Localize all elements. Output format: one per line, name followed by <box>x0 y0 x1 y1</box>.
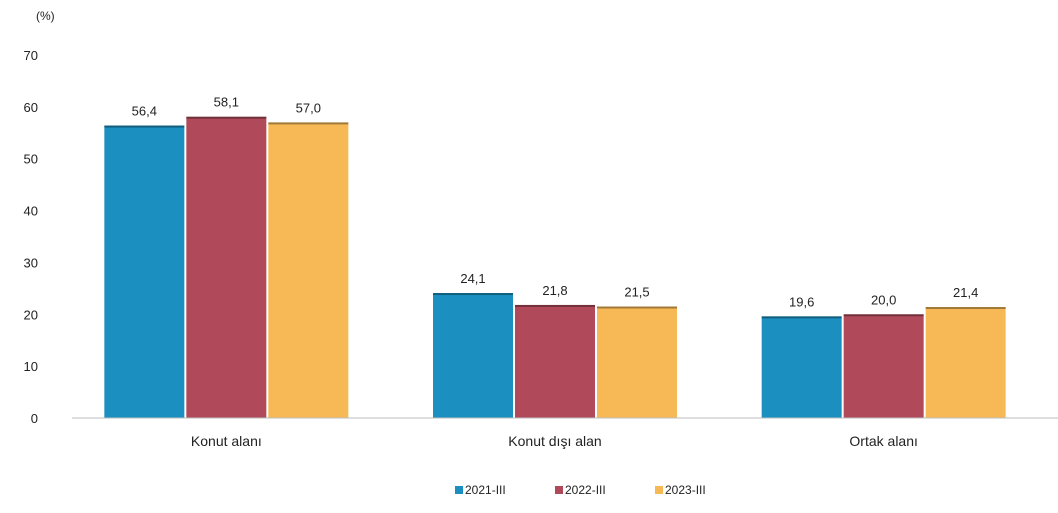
data-label: 19,6 <box>789 294 814 309</box>
data-label: 20,0 <box>871 292 896 307</box>
data-label: 56,4 <box>132 104 157 119</box>
bar-top-edge <box>268 122 349 125</box>
bar <box>186 116 267 419</box>
y-tick-label: 0 <box>31 411 38 426</box>
legend-swatch <box>455 486 463 494</box>
y-axis: 0 10 20 30 40 50 60 70 <box>24 48 38 426</box>
data-label: 21,5 <box>624 285 649 300</box>
bar-top-edge <box>186 116 267 119</box>
x-category-label: Ortak alanı <box>849 433 917 449</box>
bar <box>843 314 924 418</box>
bar-top-edge <box>925 307 1006 310</box>
bar-top-edge <box>515 304 595 307</box>
y-tick-label: 60 <box>24 100 38 115</box>
x-category-label: Konut alanı <box>191 433 262 449</box>
bar <box>925 307 1006 418</box>
data-label: 21,8 <box>542 283 567 298</box>
x-axis: Konut alanı Konut dışı alan Ortak alanı <box>72 417 1058 449</box>
bar-top-edge <box>104 125 185 128</box>
legend-swatch <box>555 486 563 494</box>
legend-swatch <box>655 486 663 494</box>
legend-label: 2023-III <box>665 483 706 497</box>
bar-top-edge <box>761 316 842 319</box>
data-label: 21,4 <box>953 285 978 300</box>
y-tick-label: 30 <box>24 255 38 270</box>
y-tick-label: 70 <box>24 48 38 63</box>
bar <box>268 122 349 419</box>
bar-top-edge <box>843 314 924 317</box>
data-label: 24,1 <box>460 271 485 286</box>
bar <box>761 316 842 418</box>
y-tick-label: 50 <box>24 152 38 167</box>
legend-label: 2021-III <box>465 483 506 497</box>
data-label: 57,0 <box>296 100 321 115</box>
bar <box>515 304 595 418</box>
y-tick-label: 10 <box>24 359 38 374</box>
legend-label: 2022-III <box>565 483 606 497</box>
y-tick-label: 40 <box>24 204 38 219</box>
bar <box>597 306 677 418</box>
bar-top-edge <box>597 306 677 309</box>
bar <box>104 125 185 419</box>
data-label: 58,1 <box>214 95 239 110</box>
y-tick-label: 20 <box>24 307 38 322</box>
y-axis-unit-label: (%) <box>36 9 55 23</box>
bars-group: 56,4 58,1 57,0 24,1 21,8 21,5 19,6 20,0 21,4 <box>104 95 1006 419</box>
bar-top-edge <box>433 293 513 296</box>
legend: 2021-III 2022-III 2023-III <box>455 483 706 497</box>
x-category-label: Konut dışı alan <box>508 433 601 449</box>
bar <box>433 293 513 418</box>
